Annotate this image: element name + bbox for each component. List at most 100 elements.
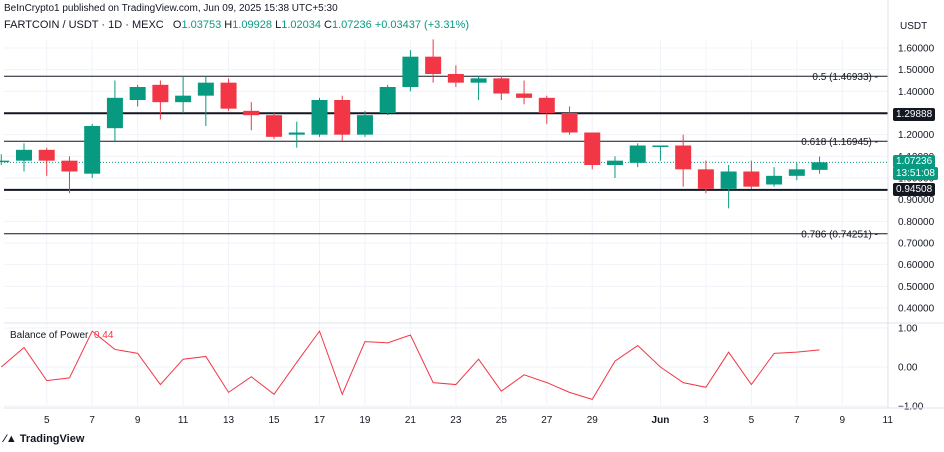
candle-body xyxy=(743,171,760,187)
y-tick-label: 1.50000 xyxy=(898,65,935,76)
candle-body xyxy=(470,78,487,83)
x-tick-label: 11 xyxy=(883,415,894,426)
candle-body xyxy=(652,145,669,147)
candle-body xyxy=(61,160,78,172)
x-tick-label: 15 xyxy=(268,415,280,426)
y-tick-label: 0.90000 xyxy=(898,195,935,206)
grid-lines xyxy=(4,40,889,406)
candle-body xyxy=(720,171,737,189)
x-tick-label: 29 xyxy=(587,415,599,426)
candle-body xyxy=(379,87,396,113)
candle-body xyxy=(197,82,214,96)
x-tick-label: 11 xyxy=(178,415,189,426)
candle-body xyxy=(311,100,328,135)
candle-body xyxy=(561,113,578,133)
y-tick-label: 0.60000 xyxy=(898,260,935,271)
candle-body xyxy=(697,169,714,189)
bop-legend: Balance of Power 0.44 xyxy=(10,330,113,341)
x-tick-label: 19 xyxy=(359,415,371,426)
candle-body xyxy=(84,126,101,174)
change-value: +0.03437 (+3.31%) xyxy=(374,19,469,31)
x-tick-label: Jun xyxy=(652,415,670,426)
legend-ohlc: FARTCOIN / USDT · 1D · MEXC O1.03753 H1.… xyxy=(4,19,469,31)
bop-y-tick-label: 0.00 xyxy=(898,363,918,374)
candle-body xyxy=(538,97,555,113)
x-tick-label: 9 xyxy=(135,415,141,426)
candle-body xyxy=(675,145,692,170)
candle-body xyxy=(811,162,828,170)
y-tick-label: 0.70000 xyxy=(898,239,935,250)
x-tick-label: 7 xyxy=(794,415,800,426)
high-value: 1.09928 xyxy=(232,19,273,31)
x-tick-label: 27 xyxy=(541,415,553,426)
level-label: 0.5 (1.46933) - xyxy=(812,72,878,83)
close-value: 1.07236 xyxy=(331,19,372,31)
high-label: H xyxy=(224,19,233,31)
bop-line xyxy=(0,330,820,400)
bop-y-tick-label: −1.00 xyxy=(898,402,924,413)
fib-levels: 0.5 (1.46933) - 0.618 (1.16945) - 0.786 (0… xyxy=(4,72,888,240)
candle-body xyxy=(425,56,442,74)
candle-body xyxy=(266,115,283,137)
candle-body xyxy=(516,93,533,98)
y-tick-label: 1.40000 xyxy=(898,87,935,98)
level-label: 0.786 (0.74251) - xyxy=(801,229,878,240)
x-tick-label: 23 xyxy=(450,415,462,426)
candles xyxy=(0,39,828,209)
level-lower-tag: 0.94508 xyxy=(893,183,936,196)
x-tick-label: 9 xyxy=(839,415,845,426)
bop-y-tick-label: 1.00 xyxy=(898,324,918,335)
candle-body xyxy=(334,100,351,135)
brand-label: TradingView xyxy=(19,433,85,445)
low-label: L xyxy=(275,19,282,31)
candle-body xyxy=(220,82,237,109)
x-tick-label: 21 xyxy=(405,415,417,426)
watermark: BeInCrypto1 published on TradingView.com… xyxy=(4,3,338,14)
candle-body xyxy=(584,132,601,165)
symbol-title[interactable]: FARTCOIN / USDT · 1D · MEXC xyxy=(4,19,164,31)
candle-body xyxy=(356,115,373,135)
axes: 0.40000 0.50000 0.60000 0.70000 0.80000 0.900… xyxy=(4,0,944,426)
x-tick-label: 25 xyxy=(496,415,508,426)
x-tick-label: 17 xyxy=(314,415,326,426)
open-value: 1.03753 xyxy=(181,19,222,31)
candle-body xyxy=(129,87,146,100)
y-tick-label: 0.40000 xyxy=(898,304,935,315)
candle-body xyxy=(0,160,10,163)
level-upper-tag: 1.29888 xyxy=(893,108,936,121)
open-label: O xyxy=(172,19,182,31)
low-value: 1.02034 xyxy=(281,19,321,31)
x-tick-label: 5 xyxy=(749,415,755,426)
y-tick-label: 0.80000 xyxy=(898,217,935,228)
x-tick-label: 13 xyxy=(223,415,235,426)
currency-label[interactable]: USDT xyxy=(900,21,928,32)
bop-title: Balance of Power xyxy=(10,330,89,341)
x-tick-label: 3 xyxy=(703,415,709,426)
candle-body xyxy=(447,74,464,83)
candle-body xyxy=(788,169,805,176)
level-label: 0.618 (1.16945) - xyxy=(801,137,878,148)
candle-body xyxy=(152,84,169,103)
candle-body xyxy=(38,149,55,161)
candle-body xyxy=(629,145,646,163)
bop-value: 0.44 xyxy=(93,330,114,341)
y-tick-label: 0.50000 xyxy=(898,282,935,293)
candle-body xyxy=(16,149,32,161)
last-price-tag: 1.07236 xyxy=(893,155,936,168)
y-tick-label: 1.20000 xyxy=(898,130,935,141)
candle-body xyxy=(106,97,123,129)
candle-body xyxy=(175,95,192,103)
countdown-tag: 13:51:08 xyxy=(893,167,938,180)
candle-body xyxy=(493,78,510,94)
candle-body xyxy=(766,175,783,185)
tradingview-logo-icon: ⁄▲ xyxy=(4,433,20,445)
candle-body xyxy=(243,110,260,116)
y-tick-label: 1.60000 xyxy=(898,44,935,55)
close-label: C xyxy=(324,19,332,31)
tradingview-logo[interactable]: ⁄▲ TradingView xyxy=(4,433,84,445)
x-tick-label: 5 xyxy=(44,415,50,426)
candle-body xyxy=(606,160,623,165)
candle-body xyxy=(288,132,305,135)
x-tick-label: 7 xyxy=(89,415,95,426)
